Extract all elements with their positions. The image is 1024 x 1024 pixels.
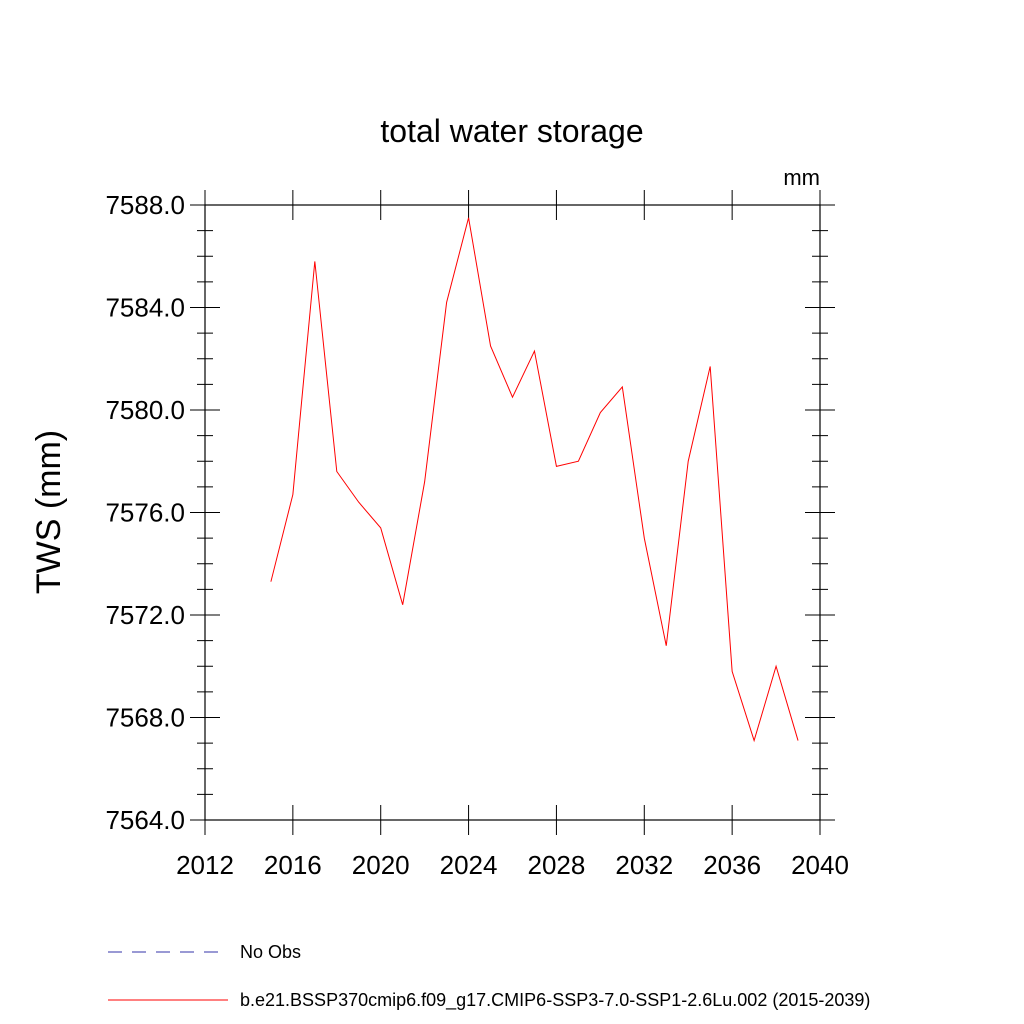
legend-label: No Obs [240,942,301,962]
y-tick-label: 7568.0 [105,703,185,733]
y-tick-label: 7588.0 [105,190,185,220]
x-tick-label: 2024 [440,850,498,880]
legend-label: b.e21.BSSP370cmip6.f09_g17.CMIP6-SSP3-7.… [240,990,870,1011]
axis-ticks [190,190,835,835]
y-tick-label: 7584.0 [105,293,185,323]
tick-labels: 7564.0 7568.0 7572.0 7576.0 7580.0 7584.0 7588… [105,190,848,880]
x-tick-label: 2016 [264,850,322,880]
y-tick-label: 7576.0 [105,498,185,528]
chart-title: total water storage [380,113,643,149]
y-tick-label: 7572.0 [105,600,185,630]
x-tick-label: 2036 [703,850,761,880]
x-tick-label: 2020 [352,850,410,880]
series-line [270,217,799,743]
plot-frame [204,204,821,821]
data-series [270,217,799,743]
y-tick-label: 7564.0 [105,805,185,835]
x-tick-label: 2028 [528,850,586,880]
x-tick-label: 2040 [791,850,849,880]
y-tick-label: 7580.0 [105,395,185,425]
x-tick-label: 2032 [615,850,673,880]
units-label: mm [783,165,820,190]
legend: No Obs b.e21.BSSP370cmip6.f09_g17.CMIP6-S… [108,942,870,1011]
x-tick-label: 2012 [176,850,234,880]
y-axis-label: TWS (mm) [30,430,68,594]
